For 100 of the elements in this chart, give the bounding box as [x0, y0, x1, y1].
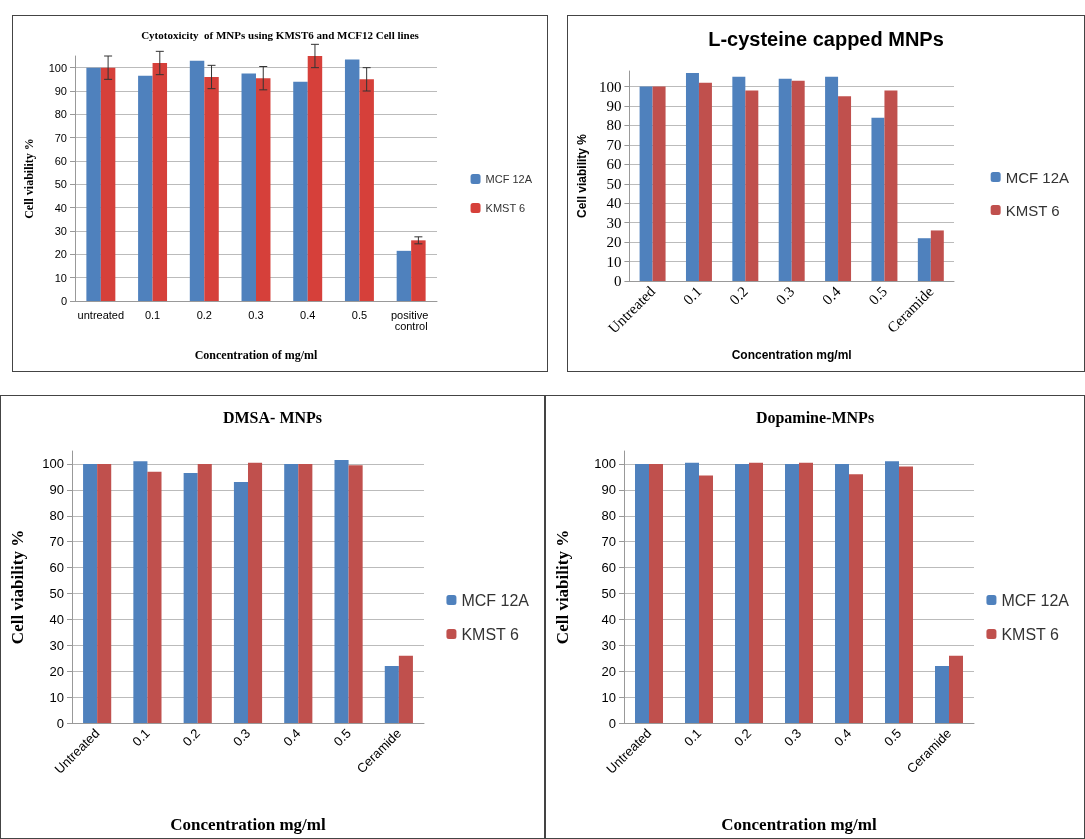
bar	[698, 82, 712, 281]
x-tick-label: 0.4	[280, 725, 304, 750]
y-tick-label: 0	[56, 715, 64, 731]
y-axis-title: Cell viability %	[22, 138, 36, 219]
bar	[685, 462, 699, 723]
bar	[849, 474, 863, 723]
y-tick-label: 60	[601, 560, 616, 576]
bar	[298, 463, 313, 723]
y-tick-label: 70	[606, 136, 622, 153]
y-tick-label: 70	[54, 131, 67, 144]
bar	[732, 76, 746, 281]
bar	[699, 475, 713, 723]
x-tick-label: 0.2	[726, 283, 751, 308]
x-tick-label: 0.2	[196, 308, 212, 321]
x-tick-label: 0.4	[819, 282, 845, 308]
chart-title: DMSA- MNPs	[222, 408, 323, 426]
y-tick-label: 40	[49, 611, 64, 627]
bar	[183, 473, 198, 723]
y-tick-label: 10	[601, 689, 616, 705]
bar	[799, 462, 813, 723]
bar	[256, 78, 271, 301]
bar	[949, 655, 963, 723]
x-tick-label: 0.5	[865, 283, 891, 308]
bar	[293, 81, 308, 301]
bar	[749, 462, 763, 723]
y-tick-label: 10	[606, 253, 622, 270]
bar	[248, 462, 263, 723]
y-tick-label: 40	[601, 611, 616, 627]
x-tick-label: 0.3	[248, 308, 264, 321]
x-tick-label: 0.3	[229, 725, 254, 750]
y-tick-label: 40	[606, 195, 622, 212]
x-tick-label: 0.5	[351, 308, 368, 321]
x-tick-label: 0.3	[772, 283, 798, 308]
bar	[778, 78, 792, 281]
y-tick-label: 100	[598, 78, 622, 95]
bar	[241, 73, 256, 301]
bar	[639, 86, 653, 281]
bar	[899, 466, 913, 723]
y-tick-label: 20	[606, 234, 622, 251]
bar	[307, 56, 323, 301]
x-tick-label: 0.1	[144, 308, 161, 321]
bar	[284, 463, 299, 723]
x-tick-label: 0.4	[300, 308, 316, 321]
bar	[398, 655, 413, 723]
x-axis-title: Concentration mg/ml	[731, 348, 852, 362]
x-axis-title: Concentration mg/ml	[721, 815, 877, 834]
y-tick-label: 60	[54, 155, 67, 167]
y-tick-label: 30	[601, 637, 616, 653]
bar	[86, 67, 101, 301]
bar	[233, 482, 248, 723]
y-axis-title: Cell viability %	[8, 529, 27, 645]
bar	[785, 463, 799, 723]
bar	[885, 461, 899, 723]
y-tick-label: 50	[54, 178, 67, 191]
y-tick-label: 0	[60, 295, 67, 307]
bar	[871, 117, 885, 281]
legend-label: KMST 6	[1001, 625, 1060, 643]
bar	[411, 240, 426, 301]
bar	[917, 238, 931, 281]
y-tick-label: 0	[608, 715, 616, 731]
legend-label: KMST 6	[485, 202, 526, 214]
x-axis-title: Concentration mg/ml	[170, 815, 326, 834]
bar	[396, 250, 412, 301]
x-tick-label: 0.5	[880, 725, 905, 750]
bar	[152, 63, 168, 301]
y-tick-label: 30	[49, 637, 64, 653]
y-tick-label: 10	[49, 689, 64, 705]
y-tick-label: 100	[594, 456, 616, 472]
y-tick-label: 80	[54, 108, 67, 121]
bar	[735, 463, 749, 723]
bar	[204, 77, 219, 301]
bar	[189, 60, 205, 301]
x-tick-label: 0.3	[780, 725, 805, 750]
x-tick-label: 0.1	[680, 725, 705, 750]
bar	[384, 666, 399, 723]
bar	[884, 90, 898, 281]
bar	[334, 460, 349, 723]
x-axis-title: Concentration of mg/ml	[194, 348, 318, 362]
bar	[138, 75, 153, 301]
bar	[635, 463, 649, 723]
x-tick-label: untreated	[77, 308, 125, 321]
bar	[838, 96, 852, 281]
y-tick-label: 50	[606, 175, 622, 192]
y-tick-label: 70	[49, 534, 64, 550]
y-tick-label: 90	[49, 482, 64, 498]
y-tick-label: 30	[54, 225, 67, 237]
bar	[935, 666, 949, 723]
legend-label: MCF 12A	[1001, 591, 1070, 609]
chart-title: L-cysteine capped MNPs	[708, 28, 944, 50]
legend-label: MCF 12A	[1005, 168, 1070, 186]
y-tick-label: 20	[54, 248, 67, 261]
bar	[930, 230, 944, 281]
y-tick-label: 0	[613, 273, 622, 289]
chart-title: Dopamine-MNPs	[755, 408, 875, 427]
y-tick-label: 100	[48, 61, 67, 74]
bar	[359, 79, 374, 301]
x-tick-label: 0.1	[680, 283, 705, 308]
y-tick-label: 50	[49, 585, 64, 601]
y-tick-label: 60	[49, 560, 64, 576]
y-axis-title: Cell viability %	[553, 529, 572, 645]
